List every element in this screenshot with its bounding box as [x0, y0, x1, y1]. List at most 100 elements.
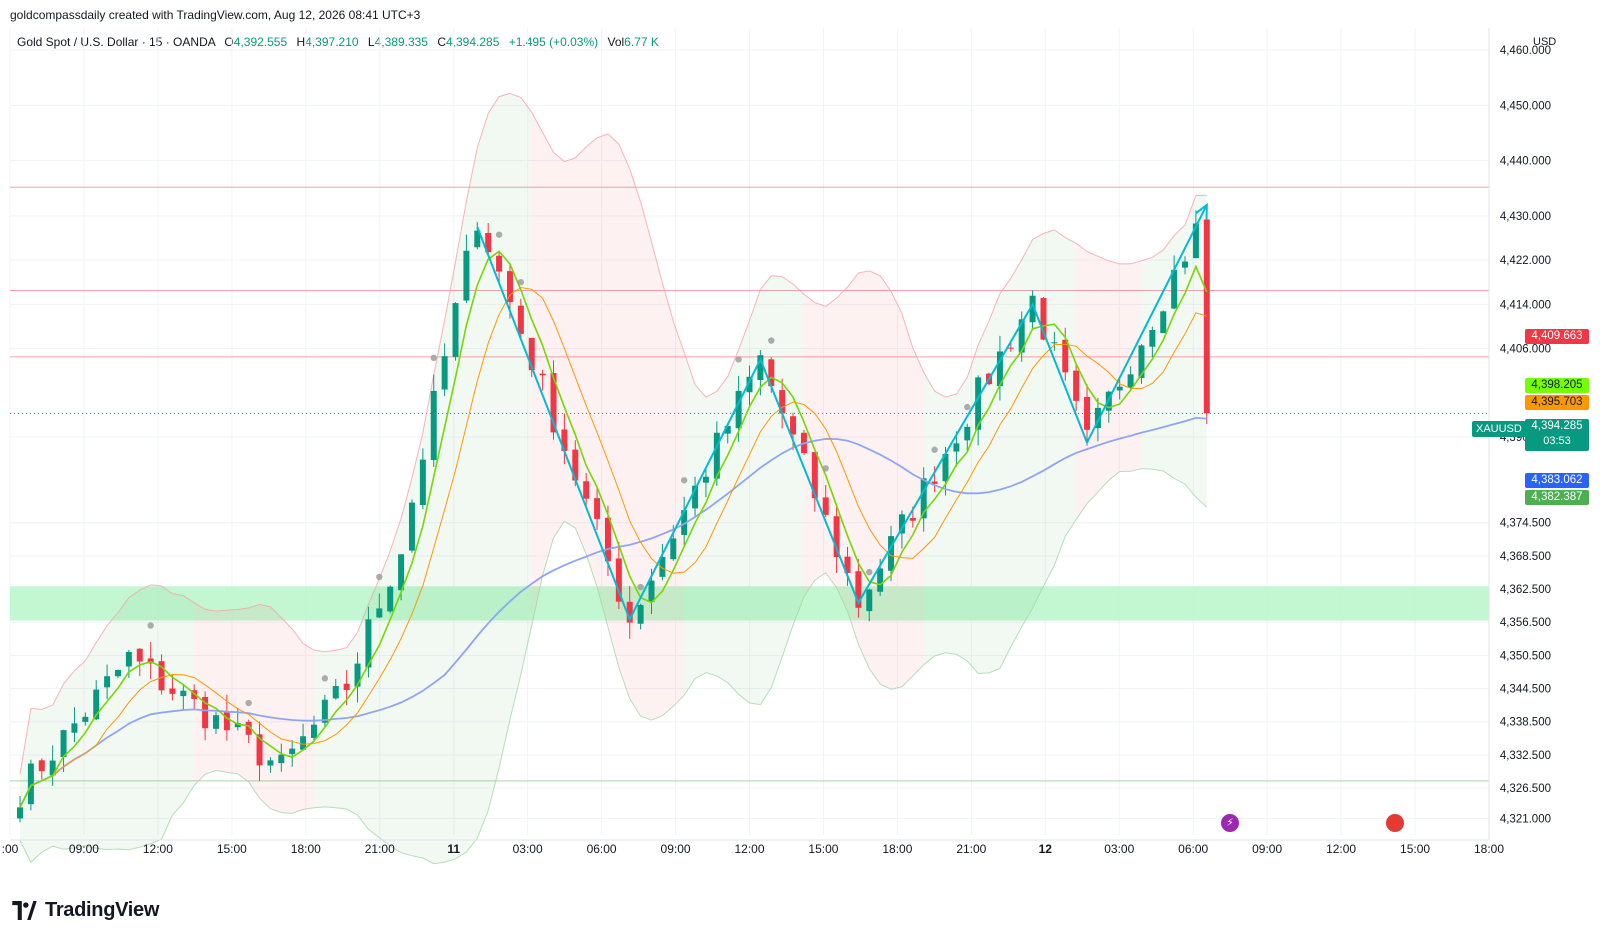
candle-body — [637, 604, 644, 624]
band-fill — [335, 647, 347, 810]
time-tick-label: 18:00 — [1474, 842, 1504, 856]
band-fill — [1054, 229, 1066, 566]
candle-body — [223, 711, 230, 731]
price-label-tag: 4,395.703 — [1525, 395, 1589, 410]
price-tick-label: 4,350.500 — [1500, 650, 1551, 662]
price-tick-label: 4,356.500 — [1500, 617, 1551, 629]
tradingview-logo-icon — [12, 901, 37, 920]
band-fill — [934, 391, 946, 657]
candle-body — [539, 373, 546, 376]
candle-body — [594, 498, 601, 519]
us-flag-icon[interactable] — [1386, 814, 1404, 832]
currency-label[interactable]: USD — [1533, 36, 1557, 48]
time-tick-label: 09:00 — [661, 842, 691, 856]
band-fill — [281, 617, 293, 814]
band-upper-line — [19, 92, 1207, 775]
price-label-tag: 4,382.387 — [1525, 490, 1589, 505]
candle-body — [310, 724, 317, 738]
band-fill — [237, 607, 249, 782]
candle-body — [735, 390, 742, 429]
ma-fast-line — [19, 250, 1208, 808]
price-tick-label: 4,321.000 — [1500, 813, 1551, 825]
candle-body — [790, 416, 797, 435]
open-label: O — [224, 35, 234, 49]
candle-body — [942, 453, 949, 482]
candle-body — [964, 426, 971, 441]
candle-body — [496, 255, 503, 272]
symbol-title[interactable]: Gold Spot / U.S. Dollar · 15 · OANDA — [17, 35, 216, 49]
candle-body — [833, 516, 840, 558]
price-tick-label: 4,338.500 — [1500, 717, 1551, 729]
price-tick-label: 4,368.500 — [1500, 551, 1551, 563]
band-fill — [172, 593, 184, 816]
band-fill — [324, 650, 336, 808]
candle-body — [1182, 261, 1189, 268]
band-fill — [912, 347, 924, 677]
time-tick-label: 21:00 — [365, 842, 395, 856]
candle-body — [441, 356, 448, 390]
band-fill — [1032, 233, 1044, 609]
candle-body — [430, 390, 437, 460]
price-tick-label: 4,440.000 — [1500, 156, 1551, 168]
band-fill — [989, 293, 1000, 673]
candle-body — [1171, 269, 1178, 309]
candle-body — [27, 763, 34, 805]
candle-body — [1007, 347, 1014, 349]
candle-body — [713, 432, 720, 479]
time-tick-label: 18:00 — [882, 842, 912, 856]
time-tick-label: :00 — [2, 842, 19, 856]
candlesticks — [17, 210, 1210, 823]
candle-body — [1062, 339, 1069, 373]
candle-body — [779, 390, 786, 414]
low-value: 4,389.335 — [374, 35, 428, 49]
band-fill — [292, 629, 304, 814]
band-fill — [499, 93, 510, 768]
lightning-icon[interactable]: ⚡ — [1221, 814, 1239, 832]
moving-averages — [19, 250, 1208, 808]
band-fill — [30, 708, 42, 863]
price-tick-label: 4,422.000 — [1500, 255, 1551, 267]
candle-body — [626, 601, 633, 623]
candle-body — [572, 449, 579, 481]
candle-body — [1094, 407, 1101, 429]
candle-body — [354, 663, 361, 687]
band-fill — [1087, 251, 1098, 504]
band-lower-line — [19, 468, 1208, 865]
candle-body — [768, 359, 775, 387]
ma-medium-line — [19, 286, 1207, 808]
volume-value: 6.77 K — [624, 35, 659, 49]
time-tick-label: 18:00 — [291, 842, 321, 856]
time-tick-label: 15:00 — [808, 842, 838, 856]
band-fill — [651, 241, 663, 721]
candle-body — [114, 669, 121, 677]
candle-body — [604, 517, 611, 562]
time-tick-label: 12:00 — [734, 842, 764, 856]
signal-dot — [495, 231, 503, 238]
band-fill — [825, 298, 837, 588]
tradingview-logo[interactable]: TradingView — [10, 899, 159, 922]
candle-body — [234, 723, 241, 728]
band-fill — [20, 708, 31, 863]
candle-body — [104, 676, 111, 688]
price-tick-label: 4,332.500 — [1500, 750, 1551, 762]
band-fill — [270, 606, 282, 813]
candle-body — [888, 536, 895, 571]
band-fill — [488, 96, 500, 811]
candle-body — [267, 760, 274, 766]
candle-body — [1073, 370, 1080, 401]
candle-body — [615, 558, 622, 602]
band-fill — [509, 93, 521, 720]
candle-body — [398, 554, 405, 591]
price-label-tag: 4,398.205 — [1525, 378, 1589, 393]
price-tick-label: 4,414.000 — [1500, 299, 1551, 311]
signal-dot — [680, 477, 688, 484]
candle-body — [202, 696, 209, 729]
candle-body — [125, 652, 132, 667]
candle-body — [38, 760, 45, 772]
candle-body — [920, 478, 927, 519]
candle-body — [681, 510, 688, 535]
volume-label: Vol — [607, 35, 625, 49]
drawings — [476, 202, 1208, 622]
candle-body — [931, 481, 938, 484]
